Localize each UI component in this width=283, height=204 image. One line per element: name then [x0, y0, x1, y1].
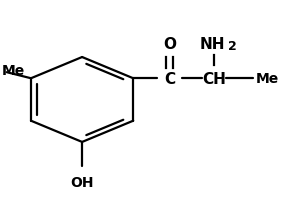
Text: 2: 2 [228, 40, 237, 53]
Text: Me: Me [256, 72, 279, 86]
Text: NH: NH [200, 37, 225, 52]
Text: O: O [163, 37, 176, 52]
Text: C: C [164, 71, 175, 86]
Text: CH: CH [202, 71, 226, 86]
Text: OH: OH [70, 175, 94, 190]
Text: Me: Me [1, 64, 25, 78]
